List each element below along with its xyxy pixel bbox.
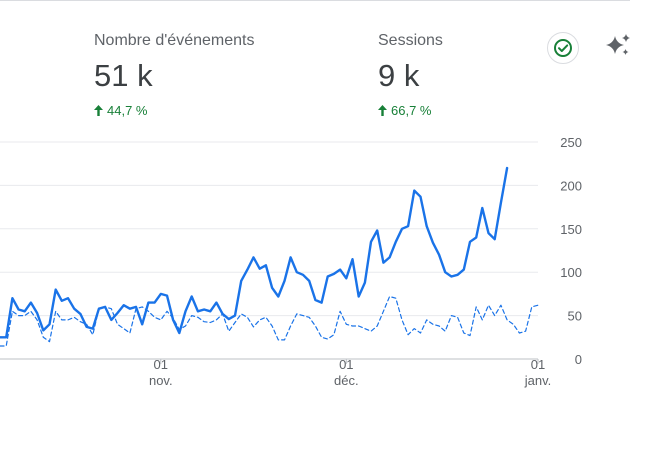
x-tick-month-label: déc. — [334, 373, 359, 388]
series-line-current — [0, 166, 509, 339]
metric-sessions[interactable]: Sessions 9 k 66,7 % — [378, 32, 443, 118]
y-tick-label: 150 — [560, 222, 582, 237]
check-circle-icon — [554, 39, 572, 57]
y-tick-label: 0 — [575, 352, 582, 367]
metric-change: 44,7 % — [94, 103, 254, 118]
y-tick-label: 50 — [568, 309, 582, 324]
y-tick-label: 200 — [560, 178, 582, 193]
metric-value: 9 k — [378, 58, 420, 93]
metric-label: Sessions — [378, 32, 443, 49]
x-tick-month-label: janv. — [524, 373, 552, 388]
y-tick-label: 100 — [560, 265, 582, 280]
arrow-up-icon — [378, 105, 387, 116]
arrow-up-icon — [94, 105, 103, 116]
metric-change-value: 44,7 % — [107, 103, 148, 118]
metric-value: 51 k — [94, 58, 153, 93]
sparkle-icon[interactable] — [603, 32, 633, 62]
x-tick-day-label: 01 — [154, 357, 168, 372]
series-line-previous — [0, 295, 539, 347]
top-divider — [0, 0, 630, 1]
metric-label: Nombre d'événements — [94, 32, 255, 49]
metric-change: 66,7 % — [378, 103, 443, 118]
y-tick-label: 250 — [560, 135, 582, 150]
x-tick-day-label: 01 — [531, 357, 545, 372]
metric-events[interactable]: Nombre d'événements 51 k 44,7 % — [94, 32, 254, 118]
x-tick-month-label: nov. — [149, 373, 173, 388]
metric-change-value: 66,7 % — [391, 103, 432, 118]
x-tick-day-label: 01 — [339, 357, 353, 372]
check-circle-button[interactable] — [547, 32, 579, 64]
